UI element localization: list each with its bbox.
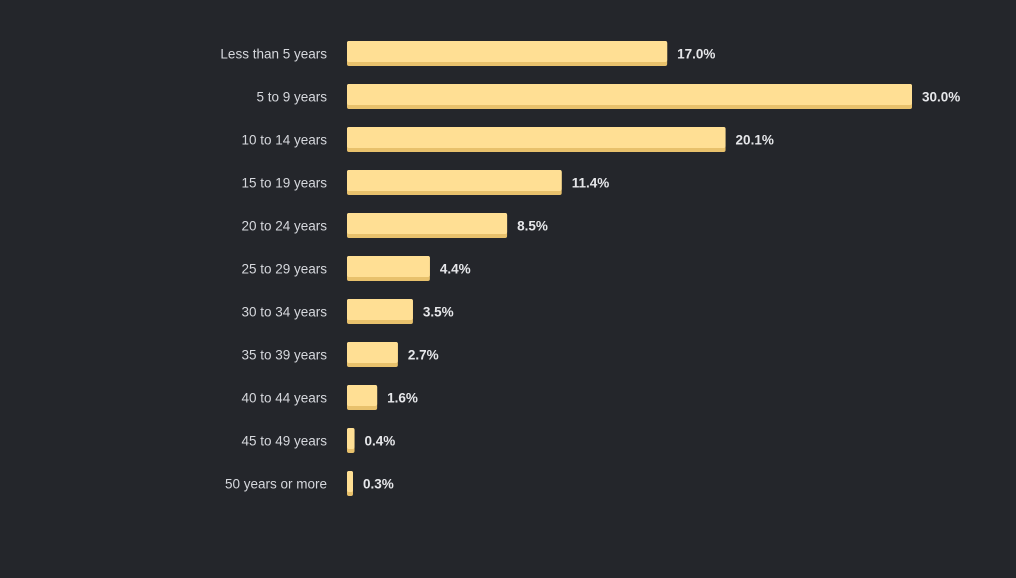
category-label-45-to-49-years: 45 to 49 years — [241, 434, 327, 449]
bar-25-to-29-years[interactable] — [347, 256, 430, 281]
bar-5-to-9-years[interactable] — [347, 84, 912, 109]
category-label-15-to-19-years: 15 to 19 years — [241, 176, 327, 191]
bar-body — [347, 213, 508, 234]
bar-body — [347, 256, 430, 277]
category-label-10-to-14-years: 10 to 14 years — [241, 133, 327, 148]
value-label-5-to-9-years: 30.0% — [922, 90, 960, 105]
value-label-15-to-19-years: 11.4% — [572, 176, 610, 191]
bar-20-to-24-years[interactable] — [347, 213, 508, 238]
bar-30-to-34-years[interactable] — [347, 299, 413, 324]
bar-35-to-39-years[interactable] — [347, 342, 398, 367]
bar-50-years-or-more[interactable] — [347, 471, 353, 496]
bar-body — [347, 385, 378, 406]
value-label-50-years-or-more: 0.3% — [363, 477, 394, 492]
bar-15-to-19-years[interactable] — [347, 170, 562, 195]
category-label-less-than-5-years: Less than 5 years — [220, 47, 327, 62]
category-label-35-to-39-years: 35 to 39 years — [241, 348, 327, 363]
bar-less-than-5-years[interactable] — [347, 41, 668, 66]
value-label-35-to-39-years: 2.7% — [408, 348, 439, 363]
bar-45-to-49-years[interactable] — [347, 428, 355, 453]
category-label-50-years-or-more: 50 years or more — [225, 477, 327, 492]
bar-body — [347, 471, 353, 492]
bar-body — [347, 84, 912, 105]
bar-body — [347, 41, 668, 62]
bar-10-to-14-years[interactable] — [347, 127, 726, 152]
bar-body — [347, 342, 398, 363]
value-label-45-to-49-years: 0.4% — [365, 434, 396, 449]
bar-body — [347, 428, 355, 449]
category-label-25-to-29-years: 25 to 29 years — [241, 262, 327, 277]
value-label-30-to-34-years: 3.5% — [423, 305, 454, 320]
value-label-10-to-14-years: 20.1% — [736, 133, 774, 148]
bar-40-to-44-years[interactable] — [347, 385, 378, 410]
value-label-20-to-24-years: 8.5% — [517, 219, 548, 234]
value-label-25-to-29-years: 4.4% — [440, 262, 471, 277]
value-label-40-to-44-years: 1.6% — [387, 391, 418, 406]
value-label-less-than-5-years: 17.0% — [677, 47, 715, 62]
bar-body — [347, 299, 413, 320]
bar-body — [347, 170, 562, 191]
bar-body — [347, 127, 726, 148]
category-label-5-to-9-years: 5 to 9 years — [256, 90, 327, 105]
category-label-30-to-34-years: 30 to 34 years — [241, 305, 327, 320]
category-label-20-to-24-years: 20 to 24 years — [241, 219, 327, 234]
category-label-40-to-44-years: 40 to 44 years — [241, 391, 327, 406]
